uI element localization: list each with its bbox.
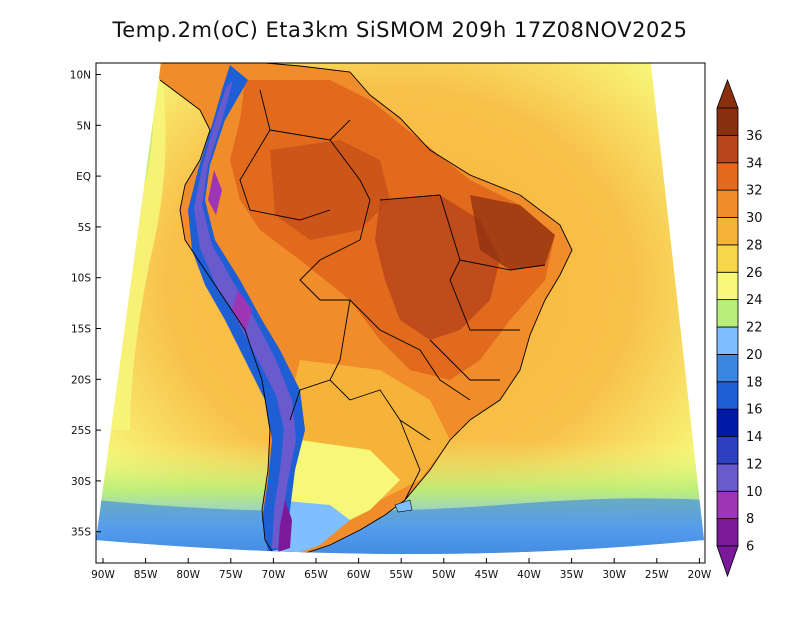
map-title: Temp.2m(oC) Eta3km SiSMOM 209h 17Z08NOV2… <box>112 18 688 42</box>
colorbar-label: 34 <box>746 156 763 171</box>
colorbar: 6 8 10 12 14 16 18 20 22 24 26 28 30 32 34 36 <box>716 78 763 578</box>
colorbar-segment <box>716 490 739 520</box>
y-tick-label: 10S <box>71 273 91 285</box>
plot-frame <box>95 62 706 564</box>
colorbar-segment <box>716 299 739 328</box>
hot-amazon <box>270 140 390 240</box>
colorbar-label: 30 <box>746 211 763 226</box>
colorbar-segment <box>716 408 739 437</box>
island <box>394 499 413 513</box>
y-tick-label: 20S <box>71 374 91 386</box>
x-tick-label: 60W <box>347 569 371 581</box>
hot-northeast <box>470 195 555 270</box>
x-tick-label: 90W <box>91 569 115 581</box>
colorbar-segment <box>716 217 739 246</box>
colorbar-label: 12 <box>746 457 763 472</box>
y-tick-label: 25S <box>71 425 91 437</box>
x-tick-label: 40W <box>517 569 541 581</box>
colorbar-segment <box>716 436 739 465</box>
andes-purple-north <box>208 170 252 330</box>
y-tick-label: EQ <box>76 171 91 183</box>
x-tick-label: 25W <box>645 569 669 581</box>
colorbar-label: 26 <box>746 266 763 281</box>
y-axis: 10N 5N EQ 5S 10S 15S 20S 25S 30S 35S <box>70 70 101 539</box>
x-tick-label: 80W <box>176 569 200 581</box>
colorbar-segment <box>716 107 739 136</box>
x-tick-label: 20W <box>688 569 712 581</box>
colorbar-segment <box>716 381 739 410</box>
x-tick-label: 55W <box>389 569 413 581</box>
colorbar-segment <box>716 353 739 383</box>
x-tick-label: 85W <box>134 569 158 581</box>
y-tick-label: 5S <box>78 222 92 234</box>
x-tick-label: 45W <box>475 569 499 581</box>
colorbar-label: 20 <box>746 348 763 363</box>
y-tick-label: 5N <box>76 120 91 132</box>
x-tick-label: 35W <box>560 569 584 581</box>
x-tick-label: 50W <box>432 569 456 581</box>
colorbar-label: 36 <box>746 129 763 144</box>
hottest-core <box>375 195 500 340</box>
pacific-green-band <box>96 63 154 200</box>
colorbar-label: 8 <box>746 512 754 527</box>
x-tick-label: 70W <box>262 569 286 581</box>
map-field <box>96 63 704 554</box>
x-tick-label: 30W <box>602 569 626 581</box>
colorbar-segment <box>716 518 739 547</box>
colorbar-label: 14 <box>746 430 763 445</box>
colorbar-label: 18 <box>746 375 763 390</box>
colorbar-label: 22 <box>746 321 763 336</box>
x-tick-label: 75W <box>219 569 243 581</box>
andes-peaks <box>278 500 292 552</box>
colorbar-bottom-arrow <box>716 545 739 578</box>
x-tick-label: 65W <box>304 569 328 581</box>
colorbar-label: 28 <box>746 238 763 253</box>
colorbar-label: 16 <box>746 403 763 418</box>
southern-cold-band-2 <box>96 498 704 554</box>
y-tick-label: 35S <box>71 527 91 539</box>
colorbar-label: 32 <box>746 184 763 199</box>
colorbar-label: 24 <box>746 293 763 308</box>
x-axis: 90W 85W 80W 75W 70W 65W 60W 55W 50W 45W 40W 35W 30W 2… <box>91 558 712 581</box>
colorbar-segment <box>716 326 739 355</box>
colorbar-segment <box>716 244 739 273</box>
y-tick-label: 15S <box>71 324 91 336</box>
colorbar-top-arrow <box>716 78 739 109</box>
colorbar-segment <box>716 134 739 164</box>
country-borders <box>139 63 573 554</box>
colorbar-segment <box>716 463 739 492</box>
colorbar-segment <box>716 271 739 301</box>
y-tick-label: 10N <box>70 70 91 82</box>
colorbar-label: 10 <box>746 485 763 500</box>
colorbar-segment <box>716 189 739 218</box>
colorbar-label: 6 <box>746 540 754 555</box>
y-tick-label: 30S <box>71 476 91 488</box>
colorbar-segment <box>716 162 739 191</box>
